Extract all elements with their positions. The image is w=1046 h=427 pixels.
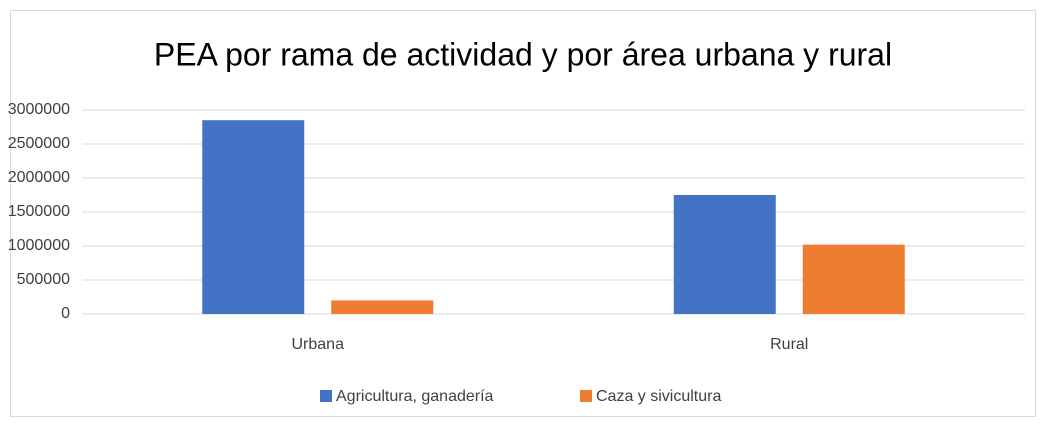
bar (802, 244, 905, 314)
y-tick-label: 3000000 (8, 101, 70, 118)
y-tick-label: 1500000 (8, 203, 70, 220)
y-tick-label: 2500000 (8, 135, 70, 152)
x-tick-label: Urbana (292, 336, 345, 353)
legend-swatch (320, 390, 332, 402)
legend-swatch (580, 390, 592, 402)
x-tick-label: Rural (770, 336, 808, 353)
y-tick-label: 2000000 (8, 169, 70, 186)
bar (673, 195, 776, 314)
bar (202, 120, 305, 314)
y-tick-label: 500000 (17, 271, 70, 288)
y-tick-label: 1000000 (8, 237, 70, 254)
bar (331, 300, 434, 314)
y-tick-label: 0 (61, 305, 70, 322)
legend-label: Agricultura, ganadería (336, 388, 494, 405)
chart-border (10, 10, 1036, 417)
legend-label: Caza y sivicultura (596, 388, 721, 405)
chart-title: PEA por rama de actividad y por área urb… (154, 36, 892, 72)
